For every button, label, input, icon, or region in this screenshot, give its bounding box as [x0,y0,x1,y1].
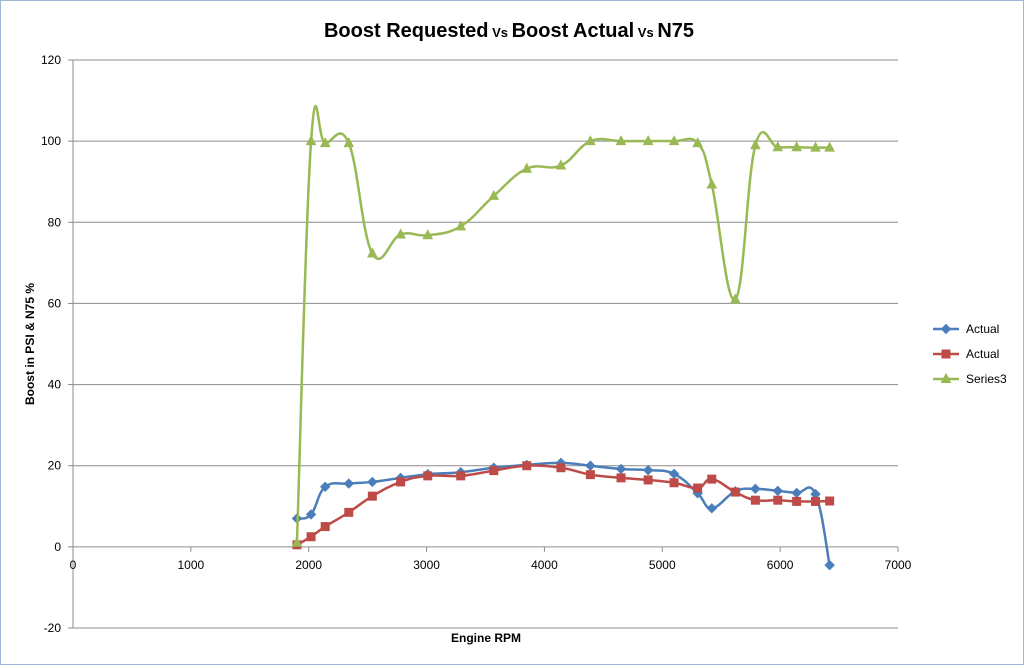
x-tick-label: 6000 [767,558,794,572]
chart-title-part: N75 [657,20,694,42]
legend-swatch-marker [941,349,951,359]
legend-swatch-marker [940,372,952,383]
series-1-point [750,483,761,495]
series-3-point [642,135,654,146]
series-3-point [455,220,467,231]
series-1-point [305,509,317,520]
series-1-point [585,460,596,471]
series-2-point [750,495,760,505]
series-3-point [367,247,378,258]
series-3-point [706,178,718,189]
series-3-point [750,139,761,150]
x-tick-label: 7000 [885,558,912,572]
y-tick-label: 80 [48,215,62,229]
series-2-point [825,496,835,506]
series-2-point [730,487,740,497]
series-1-point [706,503,717,514]
series-2 [292,461,835,550]
series-3-point [521,162,533,173]
series-2-point [669,478,679,488]
series-1-line [296,461,831,566]
series-2-point [811,496,820,506]
series-2-point [396,477,406,487]
series-1-point [772,485,783,497]
series-1-point [320,481,331,493]
series-3-point [305,135,317,146]
series-2-point [522,461,532,471]
series-2-point [306,532,316,542]
x-tick-label: 0 [70,558,77,572]
legend-swatch-marker [940,323,952,335]
y-tick-label: 60 [48,296,62,310]
y-tick-label: 40 [48,378,62,392]
chart-title-part: Boost Actual [512,20,635,42]
series-3 [291,104,835,547]
series-3-point [772,141,784,152]
series-2-point [707,474,717,484]
series-3-point [791,141,802,152]
series-3-point [488,189,500,200]
series-3-point [810,141,821,152]
series-3-point [395,228,406,239]
series-3-point [730,293,741,304]
series-2-point [693,483,703,493]
y-tick-label: 20 [48,459,62,473]
legend-label: Actual [966,322,999,336]
series-3-point [824,141,835,152]
series-2-point [320,522,330,532]
legend-label: Actual [966,347,999,361]
series-1-point [642,464,654,476]
x-axis-title: Engine RPM [451,631,521,645]
series-2-point [792,496,802,506]
legend-label: Series3 [966,372,1007,386]
series-1-point [367,476,378,488]
series-2-point [643,475,653,485]
legend: Actual Actual Series3 [933,322,1007,386]
series-3-point [319,137,331,148]
series-3-point [585,135,596,146]
series-1-point [343,478,354,489]
x-tick-label: 4000 [531,558,558,572]
chart-title-part: Vs [634,25,657,40]
series-3-point [615,135,627,146]
series-2-point [367,491,377,501]
series-2-point [489,466,499,476]
x-tick-label: 2000 [295,558,322,572]
y-axis-title: Boost in PSI & N75 % [23,283,37,405]
series-2-line [296,464,830,546]
y-tick-label: 0 [54,540,61,554]
series-1-point [824,559,835,571]
series-3-line [295,104,830,543]
series-3-point [668,135,680,146]
x-tick-label: 3000 [413,558,440,572]
series-1 [291,457,835,571]
series-2-point [344,507,354,517]
series-3-point [555,159,567,170]
series-3-point [291,536,303,547]
series-3-point [343,137,355,148]
series-2-point [773,495,783,505]
y-tick-label: -20 [44,621,62,635]
series-2-point [585,470,595,480]
y-tick-label: 100 [41,134,61,148]
series-layer [291,104,835,571]
series-2-point [456,471,466,481]
series-3-point [692,137,703,148]
x-tick-label: 5000 [649,558,676,572]
series-3-point [422,229,434,240]
series-2-point [423,471,433,481]
series-2-point [556,463,566,473]
series-1-point [791,487,802,499]
axis-layer: -20 0 20 40 60 80 100 120 0 1000 2000 3000 4000 5000 6… [41,53,912,635]
chart-title: Boost Requested Vs Boost Actual Vs N75 [324,20,694,42]
x-tick-label: 1000 [178,558,205,572]
chart-title-part: Vs [488,25,511,40]
y-tick-label: 120 [41,53,61,67]
chart-title-part: Boost Requested [324,20,488,42]
series-2-point [616,473,626,483]
grid-layer [73,59,898,629]
